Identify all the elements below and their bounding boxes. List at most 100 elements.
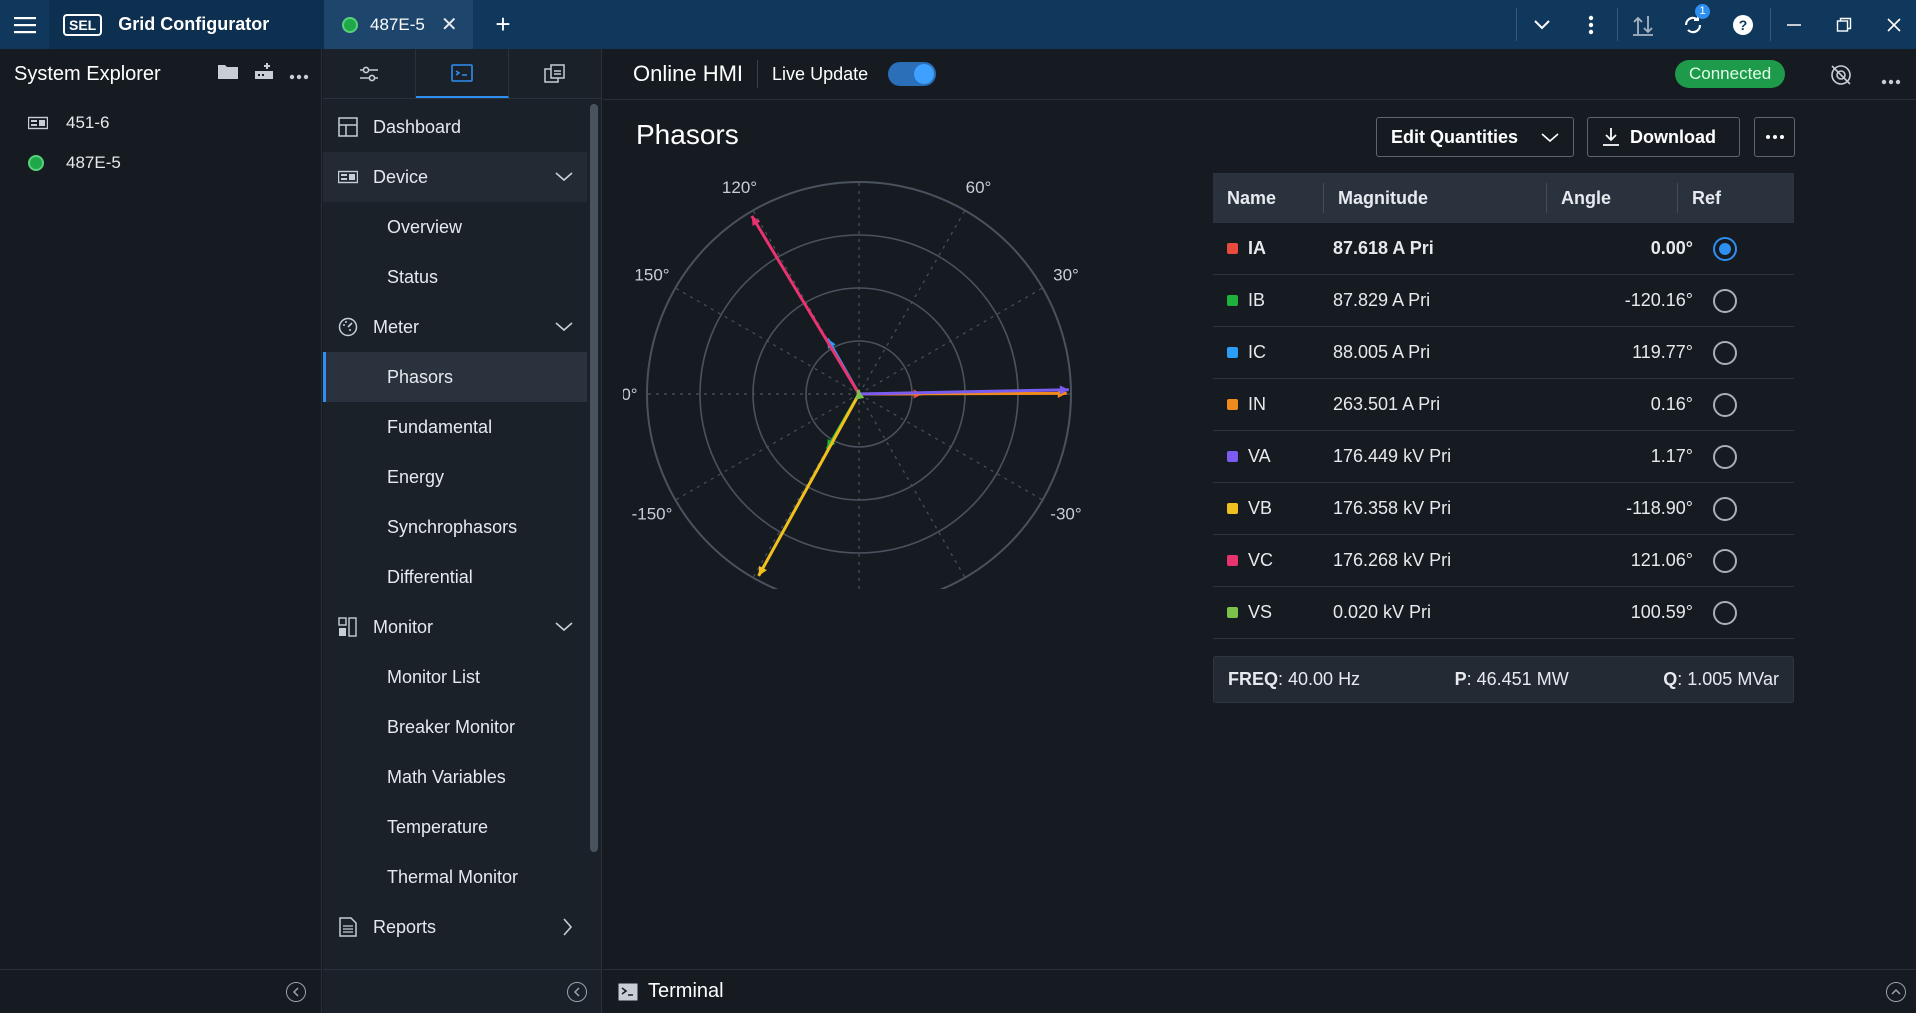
connected-dot-icon bbox=[28, 155, 50, 171]
phasor-arrowhead bbox=[1059, 385, 1069, 395]
chevron-right-icon[interactable] bbox=[563, 918, 573, 936]
nav-monitor-list[interactable]: Monitor List bbox=[323, 652, 587, 702]
hmi-view-icon[interactable] bbox=[416, 49, 509, 98]
polar-spoke bbox=[752, 210, 860, 395]
phasor-magnitude: 87.618 A Pri bbox=[1333, 238, 1434, 258]
download-button[interactable]: Download bbox=[1587, 117, 1740, 157]
nav-scrollbar[interactable] bbox=[590, 104, 598, 852]
nav-phasors[interactable]: Phasors bbox=[323, 352, 587, 402]
nav-synchrophasors[interactable]: Synchrophasors bbox=[323, 502, 587, 552]
nav-status[interactable]: Status bbox=[323, 252, 587, 302]
more-actions-button[interactable] bbox=[1754, 117, 1795, 157]
phasor-name: IB bbox=[1213, 290, 1333, 311]
series-color-swatch bbox=[1227, 503, 1238, 514]
nav-reports[interactable]: Reports bbox=[323, 902, 587, 952]
nav-monitor[interactable]: Monitor bbox=[323, 602, 587, 652]
phasor-name: VS bbox=[1213, 602, 1333, 623]
nav-toolbar bbox=[323, 49, 601, 99]
nav-label: Synchrophasors bbox=[387, 516, 518, 537]
terminal-bar[interactable]: Terminal bbox=[603, 969, 1916, 1013]
device-tab[interactable]: 487E-5 ✕ bbox=[324, 0, 473, 49]
hamburger-menu-icon[interactable] bbox=[0, 0, 49, 49]
phasor-angle: 100.59° bbox=[1630, 602, 1693, 622]
disconnect-icon[interactable] bbox=[1829, 63, 1853, 92]
phasor-angle: 0.00° bbox=[1650, 238, 1693, 258]
nav-label: Monitor List bbox=[387, 666, 481, 687]
upload-download-icon[interactable] bbox=[1623, 0, 1663, 49]
tree-item-451-6[interactable]: 451-6 bbox=[0, 103, 321, 143]
compare-view-icon[interactable] bbox=[509, 49, 601, 98]
tree-item-label: 487E-5 bbox=[66, 153, 121, 172]
nav-overview[interactable]: Overview bbox=[323, 202, 587, 252]
frequency-readout: FREQ: 40.00 Hz bbox=[1228, 669, 1361, 689]
help-icon[interactable]: ? bbox=[1723, 0, 1763, 49]
folder-icon[interactable] bbox=[217, 62, 239, 86]
meter-icon bbox=[337, 317, 359, 337]
chevron-down-icon[interactable] bbox=[555, 172, 573, 182]
more-options-icon[interactable] bbox=[289, 63, 309, 86]
reference-radio[interactable] bbox=[1713, 548, 1737, 573]
toolbar-divider bbox=[1770, 8, 1771, 41]
phasor-table: Name Magnitude Angle Ref IA 87.618 A Pri 0… bbox=[1213, 173, 1794, 639]
more-options-icon[interactable] bbox=[1881, 72, 1901, 90]
chevron-down-icon[interactable] bbox=[1522, 0, 1562, 49]
reference-radio[interactable] bbox=[1713, 340, 1737, 365]
expand-up-icon[interactable] bbox=[1886, 982, 1906, 1002]
reference-radio[interactable] bbox=[1713, 444, 1737, 469]
table-row: VA 176.449 kV Pri 1.17° bbox=[1213, 431, 1794, 483]
explorer-title: System Explorer bbox=[14, 62, 161, 85]
reactive-power-readout: Q: 1.005 MVar bbox=[1663, 669, 1779, 689]
collapse-left-icon[interactable] bbox=[286, 982, 306, 1002]
reports-icon bbox=[337, 917, 359, 937]
phasor-name: VC bbox=[1213, 550, 1333, 571]
sel-logo: SEL bbox=[63, 13, 103, 36]
reference-radio[interactable] bbox=[1713, 600, 1737, 625]
nav-breaker-monitor[interactable]: Breaker Monitor bbox=[323, 702, 587, 752]
tree-item-487e-5[interactable]: 487E-5 bbox=[0, 143, 321, 183]
dashboard-icon bbox=[337, 117, 359, 137]
table-row: VC 176.268 kV Pri 121.06° bbox=[1213, 535, 1794, 587]
add-device-icon[interactable] bbox=[253, 61, 275, 87]
chevron-down-icon[interactable] bbox=[555, 322, 573, 332]
hmi-title: Online HMI bbox=[633, 61, 744, 86]
chevron-down-icon[interactable] bbox=[555, 622, 573, 632]
minimize-window-icon[interactable] bbox=[1774, 0, 1814, 49]
phasor-magnitude: 176.268 kV Pri bbox=[1333, 550, 1452, 570]
collapse-left-icon[interactable] bbox=[567, 982, 587, 1002]
nav-footer bbox=[323, 969, 602, 1013]
phasor-angle: 1.17° bbox=[1650, 446, 1693, 466]
phasor-arrowhead bbox=[855, 389, 865, 400]
settings-view-icon[interactable] bbox=[323, 49, 416, 98]
online-hmi-view: Online HMI Live Update Connected Phasors… bbox=[603, 49, 1916, 1013]
explorer-header: System Explorer bbox=[0, 49, 321, 99]
device-icon bbox=[28, 116, 50, 130]
reference-radio[interactable] bbox=[1713, 496, 1737, 521]
series-color-swatch bbox=[1227, 243, 1238, 254]
nav-energy[interactable]: Energy bbox=[323, 452, 587, 502]
reference-radio[interactable] bbox=[1713, 288, 1737, 313]
polar-spoke bbox=[858, 210, 966, 395]
nav-device[interactable]: Device bbox=[323, 152, 587, 202]
nav-differential[interactable]: Differential bbox=[323, 552, 587, 602]
reference-radio[interactable] bbox=[1713, 236, 1737, 261]
series-color-swatch bbox=[1227, 347, 1238, 358]
close-window-icon[interactable] bbox=[1874, 0, 1914, 49]
nav-temperature[interactable]: Temperature bbox=[323, 802, 587, 852]
live-update-toggle[interactable] bbox=[888, 62, 937, 86]
real-power-readout: P: 46.451 MW bbox=[1454, 669, 1569, 689]
nav-meter[interactable]: Meter bbox=[323, 302, 587, 352]
reference-radio[interactable] bbox=[1713, 392, 1737, 417]
table-row: IC 88.005 A Pri 119.77° bbox=[1213, 327, 1794, 379]
page-title: Phasors bbox=[636, 119, 739, 150]
nav-thermal-monitor[interactable]: Thermal Monitor bbox=[323, 852, 587, 902]
nav-fundamental[interactable]: Fundamental bbox=[323, 402, 587, 452]
edit-quantities-button[interactable]: Edit Quantities bbox=[1376, 117, 1574, 157]
nav-dashboard[interactable]: Dashboard bbox=[323, 102, 587, 152]
terminal-icon bbox=[618, 983, 638, 1001]
close-tab-icon[interactable]: ✕ bbox=[440, 13, 458, 36]
nav-math-variables[interactable]: Math Variables bbox=[323, 752, 587, 802]
add-tab-button[interactable]: + bbox=[495, 9, 511, 39]
restore-window-icon[interactable] bbox=[1824, 0, 1864, 49]
kebab-menu-icon[interactable] bbox=[1571, 0, 1611, 49]
sync-notification-icon[interactable]: 1 bbox=[1673, 0, 1713, 49]
